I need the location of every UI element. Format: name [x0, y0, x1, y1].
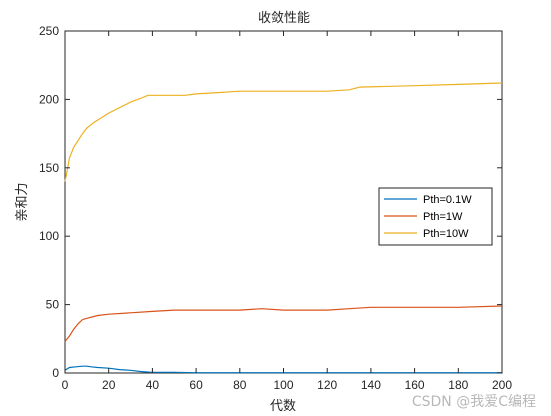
- x-tick-label: 0: [62, 378, 69, 392]
- y-tick-label: 100: [39, 229, 59, 243]
- x-tick-label: 160: [405, 378, 425, 392]
- legend: Pth=0.1W Pth=1W Pth=10W: [378, 187, 493, 246]
- y-tick-label: 250: [39, 24, 59, 38]
- series-layer: [64, 82, 503, 374]
- legend-entry: Pth=1W: [423, 211, 463, 223]
- chart-title: 收敛性能: [258, 10, 310, 26]
- x-tick-label: 40: [146, 378, 160, 392]
- series-line-Pth=10W: [64, 82, 503, 182]
- x-tick-label: 200: [492, 378, 512, 392]
- x-tick-label: 60: [189, 378, 203, 392]
- x-tick-label: 120: [317, 378, 337, 392]
- x-tick-label: 100: [273, 378, 293, 392]
- y-axis-label: 亲和力: [15, 182, 30, 221]
- ticks-layer: 0 20 40 60 80 100 120 140 160 180 200 0 50 100 150 200 2…: [39, 24, 512, 392]
- x-axis-label: 代数: [270, 399, 296, 414]
- legend-box: [378, 187, 493, 246]
- series-line-Pth=1W: [64, 305, 503, 342]
- legend-entry: Pth=0.1W: [423, 194, 472, 206]
- x-tick-label: 180: [448, 378, 468, 392]
- series-line-Pth=0.1W: [64, 365, 502, 374]
- x-tick-label: 80: [233, 378, 247, 392]
- y-tick-label: 0: [52, 366, 59, 380]
- x-tick-label: 20: [102, 378, 116, 392]
- watermark-text: CSDN @我爱C编程: [412, 394, 536, 410]
- x-tick-label: 140: [361, 378, 381, 392]
- y-tick-label: 200: [39, 92, 59, 106]
- legend-entry: Pth=10W: [423, 228, 469, 240]
- y-tick-label: 50: [46, 298, 60, 312]
- y-tick-label: 150: [39, 161, 59, 175]
